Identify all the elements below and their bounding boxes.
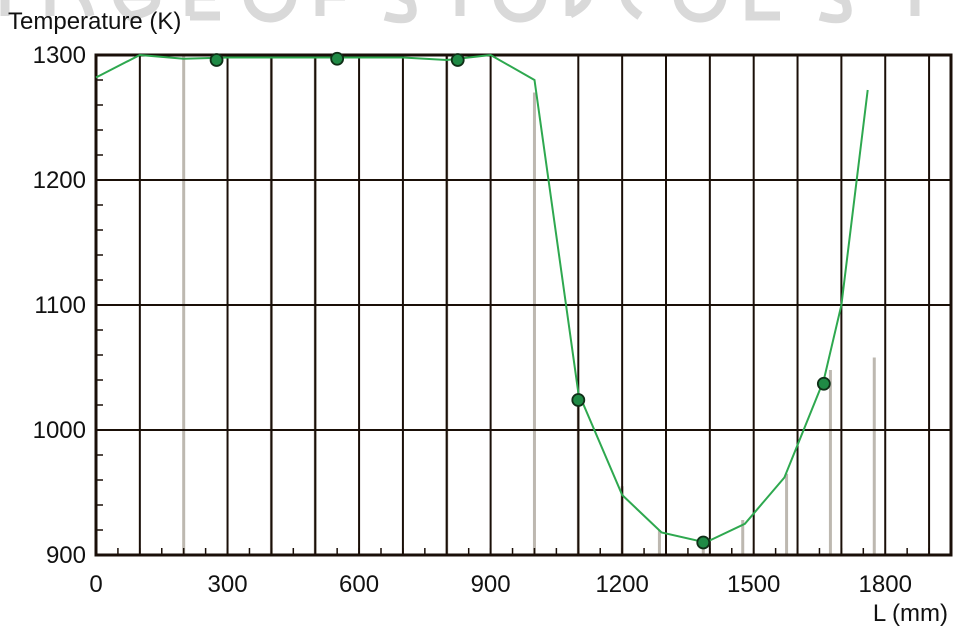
x-tick-label: 300 [208,571,248,598]
axis-ticks [95,54,952,556]
x-tick-label: 1800 [859,571,912,598]
grid-lines [96,55,951,555]
y-tick-label: 1300 [33,42,86,69]
temperature-line-series [95,53,869,544]
y-tick-label: 900 [46,542,86,569]
y-tick-label: 1100 [34,292,86,319]
x-tick-label: 1200 [595,571,648,598]
data-point [209,53,224,67]
data-point [571,393,586,407]
data-point [816,376,831,391]
y-tick-label: 1200 [33,167,86,194]
data-point [330,51,345,66]
y-tick-label: 1000 [33,417,86,444]
tick-labels: 0 300 600 900 1200 1500 1800 900 1000 1100 1200 130… [33,42,912,598]
x-tick-label: 600 [339,571,379,598]
data-point [450,53,465,67]
measured-points-series [209,51,831,550]
temperature-line [95,53,869,544]
x-tick-label: 0 [89,571,102,598]
data-point [696,535,711,550]
x-tick-label: 900 [471,571,511,598]
x-tick-label: 1500 [727,571,780,598]
x-axis-label: L (mm) [872,600,948,627]
y-axis-label: Temperature (K) [8,8,182,35]
